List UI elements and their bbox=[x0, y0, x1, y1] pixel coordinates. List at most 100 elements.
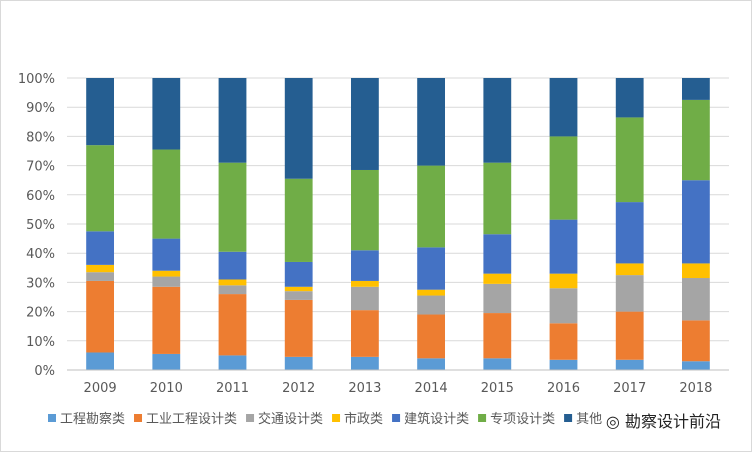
x-tick-label: 2013 bbox=[348, 381, 381, 396]
bar-segment bbox=[549, 273, 578, 289]
legend-swatch bbox=[332, 414, 341, 422]
legend: 工程勘察类 工业工程设计类 交通设计类 市政类 建筑设计类 专项设计类 其他 bbox=[48, 411, 602, 427]
legend-label: 工业工程设计类 bbox=[146, 412, 237, 427]
y-tick-label: 10% bbox=[26, 335, 55, 350]
x-tick-label: 2010 bbox=[150, 381, 183, 396]
bar-segment bbox=[549, 78, 578, 137]
x-tick-label: 2015 bbox=[481, 381, 514, 396]
bar-segment bbox=[350, 250, 379, 281]
bar-segment bbox=[284, 78, 313, 179]
bar-segment bbox=[152, 286, 181, 354]
bar-segment bbox=[86, 231, 115, 265]
bar-segment bbox=[350, 286, 379, 311]
bar-segment bbox=[549, 219, 578, 274]
bar-segment bbox=[86, 78, 115, 146]
bar-segment bbox=[483, 313, 512, 359]
x-tick-label: 2016 bbox=[547, 381, 580, 396]
bar-segment bbox=[681, 180, 710, 264]
legend-swatch bbox=[134, 414, 143, 422]
bar-segment bbox=[417, 289, 446, 296]
legend-label: 工程勘察类 bbox=[60, 412, 125, 427]
bar-segment bbox=[218, 294, 247, 356]
bar-segment bbox=[284, 178, 313, 262]
bar-segment bbox=[417, 247, 446, 290]
bar-segment bbox=[615, 78, 644, 118]
bar-segment bbox=[152, 276, 181, 287]
bar-segment bbox=[152, 353, 181, 370]
bar-segment bbox=[86, 264, 115, 273]
bar-segment bbox=[218, 162, 247, 252]
legend-label: 其他 bbox=[576, 412, 602, 427]
bar-segment bbox=[483, 283, 512, 314]
y-tick-label: 80% bbox=[26, 130, 55, 145]
x-tick-label: 2017 bbox=[613, 381, 646, 396]
bar-segment bbox=[615, 311, 644, 360]
bar-segment bbox=[284, 261, 313, 287]
bars bbox=[86, 78, 710, 370]
bar-segment bbox=[549, 323, 578, 360]
bar-segment bbox=[615, 359, 644, 370]
bar-segment bbox=[483, 358, 512, 370]
legend-swatch bbox=[392, 414, 401, 422]
axes: 0% 10% 20% 30% 40% 50% 60% 70% 80% 90% 100% 2009 201… bbox=[18, 72, 729, 396]
y-tick-label: 40% bbox=[26, 247, 55, 262]
bar-segment bbox=[86, 280, 115, 353]
bar-segment bbox=[681, 278, 710, 321]
y-tick-label: 20% bbox=[26, 306, 55, 321]
bar-segment bbox=[284, 299, 313, 357]
bar-segment bbox=[284, 356, 313, 370]
bar-segment bbox=[86, 272, 115, 281]
watermark-text: 勘察设计前沿 bbox=[624, 412, 721, 431]
bar-segment bbox=[615, 275, 644, 312]
legend-label: 交通设计类 bbox=[258, 411, 323, 427]
bar-segment bbox=[549, 359, 578, 370]
bar-segment bbox=[350, 356, 379, 370]
bar-segment bbox=[417, 314, 446, 359]
bar-segment bbox=[483, 273, 512, 284]
bar-segment bbox=[681, 361, 710, 370]
bar-segment bbox=[86, 352, 115, 370]
bar-segment bbox=[417, 295, 446, 315]
bar-segment bbox=[615, 202, 644, 264]
bar-segment bbox=[681, 263, 710, 279]
bar-segment bbox=[152, 149, 181, 239]
bar-segment bbox=[681, 99, 710, 181]
wechat-icon: ◎ bbox=[605, 412, 620, 431]
legend-swatch bbox=[564, 414, 573, 422]
y-tick-label: 50% bbox=[26, 218, 55, 233]
bar-segment bbox=[284, 291, 313, 300]
x-tick-label: 2011 bbox=[216, 381, 249, 396]
bar-segment bbox=[218, 355, 247, 370]
legend-label: 市政类 bbox=[344, 411, 383, 427]
bar-segment bbox=[350, 310, 379, 357]
bar-segment bbox=[681, 320, 710, 362]
legend-label: 建筑设计类 bbox=[404, 411, 469, 427]
bar-segment bbox=[350, 280, 379, 287]
bar-segment bbox=[218, 78, 247, 163]
bar-segment bbox=[483, 78, 512, 163]
legend-swatch bbox=[478, 414, 487, 422]
bar-segment bbox=[350, 169, 379, 251]
bar-segment bbox=[549, 288, 578, 324]
bar-segment bbox=[549, 136, 578, 220]
legend-label: 专项设计类 bbox=[490, 412, 555, 427]
bar-segment bbox=[483, 162, 512, 235]
bar-segment bbox=[615, 263, 644, 276]
legend-swatch bbox=[48, 414, 56, 422]
bar-segment bbox=[681, 78, 710, 100]
bar-segment bbox=[615, 117, 644, 203]
bar-segment bbox=[218, 285, 247, 295]
y-tick-label: 100% bbox=[18, 72, 55, 87]
y-tick-label: 0% bbox=[34, 364, 55, 379]
y-tick-label: 90% bbox=[26, 101, 55, 116]
y-tick-label: 70% bbox=[26, 160, 55, 175]
y-tick-label: 30% bbox=[26, 276, 55, 291]
bar-segment bbox=[152, 238, 181, 271]
x-tick-label: 2018 bbox=[679, 381, 712, 396]
bar-segment bbox=[152, 78, 181, 150]
bar-segment bbox=[350, 78, 379, 170]
bar-segment bbox=[417, 78, 446, 166]
bar-segment bbox=[218, 251, 247, 280]
